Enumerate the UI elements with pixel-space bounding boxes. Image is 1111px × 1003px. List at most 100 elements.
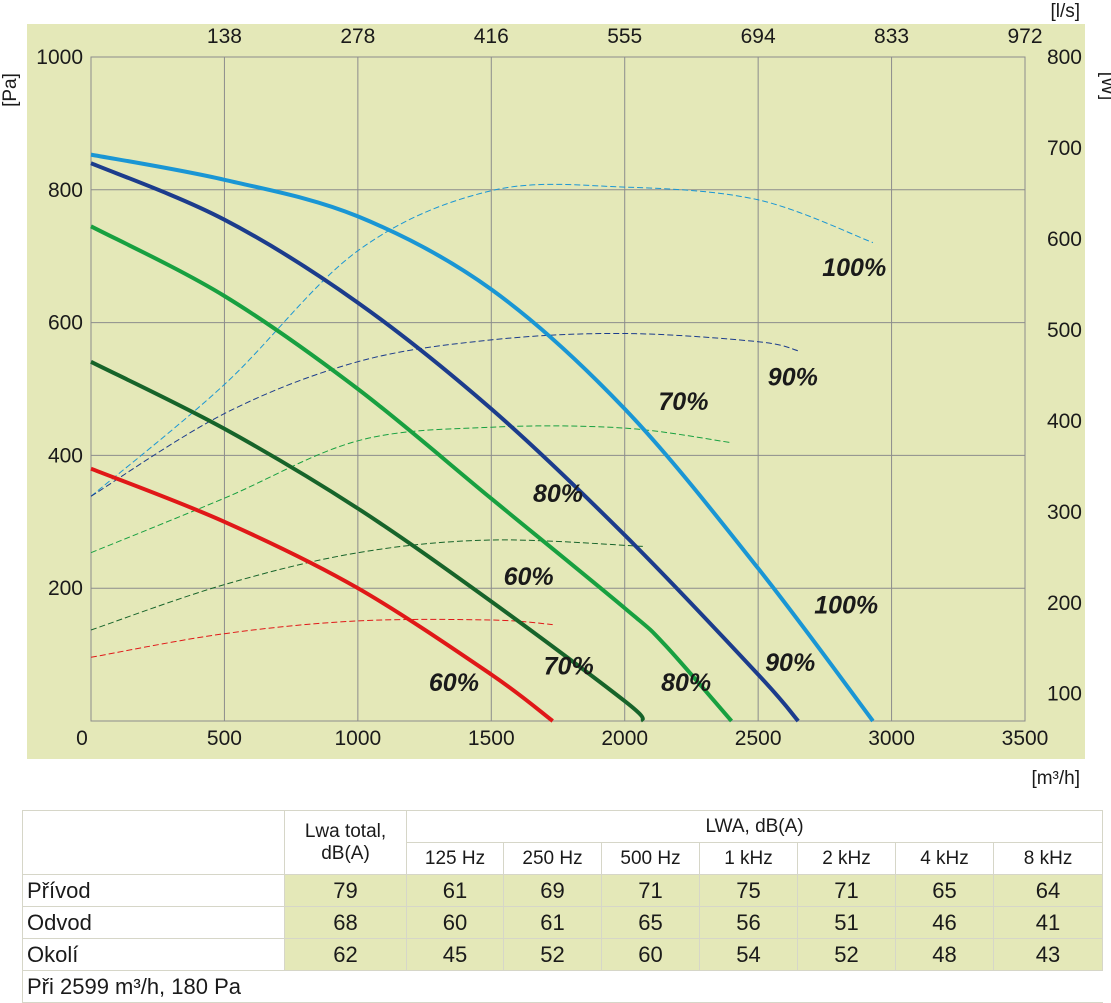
sound-table-container: Lwa total, dB(A) LWA, dB(A) 125 Hz 250 Hz… <box>21 810 1104 1003</box>
band-value-cell: 48 <box>895 938 994 971</box>
top-tick-label: 555 <box>607 25 642 48</box>
y-right-tick-label: 300 <box>1047 501 1082 524</box>
top-tick-label: 138 <box>207 25 242 48</box>
total-cell: 62 <box>284 938 407 971</box>
pressure-curve-90pct <box>90 161 800 723</box>
header-empty-cell <box>22 810 285 875</box>
header-row-bands: 125 Hz 250 Hz 500 Hz 1 kHz 2 kHz 4 kHz 8 kHz <box>23 842 1104 875</box>
band-header: 8 kHz <box>992 842 1104 875</box>
curve-label: 90% <box>765 649 815 677</box>
pressure-curve-80pct <box>90 224 734 723</box>
pressure-curve-100pct <box>90 152 875 723</box>
band-header: 125 Hz <box>406 842 504 875</box>
band-value-cell: 45 <box>406 938 504 971</box>
conditions-note: Při 2599 m³/h, 180 Pa <box>21 970 1103 1003</box>
y-left-tick-label: 800 <box>48 179 83 202</box>
band-value-cell: 61 <box>503 906 602 939</box>
y-right-tick-label: 200 <box>1047 592 1082 615</box>
pressure-curve-70pct <box>90 360 646 723</box>
x-tick-label: 2000 <box>601 727 648 750</box>
header-total-line2: dB(A) <box>321 842 370 864</box>
table-body: Přívod 79 61 69 71 75 71 65 64 Odvod 68 60 61 65 56 51 4… <box>22 874 1104 971</box>
y-left-tick-label: 1000 <box>36 46 83 69</box>
top-tick-label: 972 <box>1007 25 1042 48</box>
x-tick-label: 0 <box>76 727 88 750</box>
axis-ticks: 0 500 1000 1500 2000 2500 3000 3500 138 278 416 555… <box>36 25 1082 750</box>
curve-label: 100% <box>822 254 886 282</box>
y-right-tick-label: 600 <box>1047 228 1082 251</box>
top-tick-label: 278 <box>340 25 375 48</box>
power-curves <box>90 183 874 658</box>
curve-label: 60% <box>429 669 479 697</box>
band-value-cell: 56 <box>699 906 798 939</box>
x-tick-label: 2500 <box>735 727 782 750</box>
band-value-cell: 65 <box>601 906 700 939</box>
band-value-cell: 52 <box>503 938 602 971</box>
power-curve-70pct <box>90 539 644 631</box>
band-header: 1 kHz <box>699 842 798 875</box>
curve-label: 100% <box>814 591 878 619</box>
grid <box>90 56 1026 722</box>
total-cell: 68 <box>284 906 407 939</box>
band-value-cell: 54 <box>699 938 798 971</box>
curve-label: 80% <box>661 669 711 697</box>
band-value-cell: 69 <box>503 874 602 907</box>
power-curve-90pct <box>90 332 799 497</box>
y-left-tick-label: 200 <box>48 577 83 600</box>
y-left-tick-label: 600 <box>48 312 83 335</box>
total-cell: 79 <box>284 874 407 907</box>
band-value-cell: 75 <box>699 874 798 907</box>
pressure-curve-60pct <box>90 466 554 723</box>
band-value-cell: 52 <box>797 938 896 971</box>
x-tick-label: 1500 <box>468 727 515 750</box>
y-right-tick-label: 700 <box>1047 137 1082 160</box>
header-total-line1: Lwa total, <box>304 820 387 842</box>
header-bands-title: LWA, dB(A) <box>405 810 1104 843</box>
unit-left: [Pa] <box>0 73 21 107</box>
band-value-cell: 60 <box>406 906 504 939</box>
row-label: Odvod <box>22 906 285 939</box>
sound-power-table: Lwa total, dB(A) LWA, dB(A) 125 Hz 250 Hz… <box>21 810 1104 1003</box>
curve-label: 60% <box>504 563 554 591</box>
band-value-cell: 41 <box>992 906 1104 939</box>
power-curve-60pct <box>90 618 553 658</box>
x-tick-label: 500 <box>207 727 242 750</box>
note-row: Při 2599 m³/h, 180 Pa <box>21 970 1103 1003</box>
band-header: 250 Hz <box>503 842 602 875</box>
y-right-tick-label: 500 <box>1047 319 1082 342</box>
curve-label: 70% <box>544 653 594 681</box>
x-tick-label: 1000 <box>334 727 381 750</box>
curve-labels: 100% 90% 70% 80% 60% 100% 90% 80% 70% 60% <box>429 254 886 697</box>
band-value-cell: 65 <box>895 874 994 907</box>
band-value-cell: 60 <box>601 938 700 971</box>
band-value-cell: 71 <box>797 874 896 907</box>
chart-background <box>27 24 1085 759</box>
band-value-cell: 61 <box>406 874 504 907</box>
band-value-cell: 51 <box>797 906 896 939</box>
unit-bottom: [m³/h] <box>1031 768 1080 789</box>
curve-label: 80% <box>533 480 583 508</box>
table-row: Okolí 62 45 52 60 54 52 48 43 <box>22 938 1104 971</box>
curve-label: 70% <box>658 388 708 416</box>
row-label: Přívod <box>22 874 285 907</box>
band-value-cell: 46 <box>895 906 994 939</box>
y-right-tick-label: 400 <box>1047 410 1082 433</box>
band-value-cell: 64 <box>992 874 1104 907</box>
top-tick-label: 833 <box>874 25 909 48</box>
axis-units: [Pa] [W] [l/s] [m³/h] <box>0 1 1111 789</box>
y-right-tick-label: 800 <box>1047 46 1082 69</box>
table-row: Odvod 68 60 61 65 56 51 46 41 <box>22 906 1104 939</box>
fan-curve-chart: 0 500 1000 1500 2000 2500 3000 3500 138 278 416 555… <box>0 1 1111 789</box>
power-curve-80pct <box>90 425 732 554</box>
header-row-1: Lwa total, dB(A) LWA, dB(A) <box>22 810 1104 875</box>
band-header: 500 Hz <box>601 842 700 875</box>
unit-right: [W] <box>1097 72 1111 101</box>
header-total: Lwa total, dB(A) <box>284 810 407 875</box>
top-tick-label: 416 <box>474 25 509 48</box>
x-tick-label: 3500 <box>1002 727 1049 750</box>
curve-label: 90% <box>768 364 818 392</box>
band-value-cell: 71 <box>601 874 700 907</box>
top-tick-label: 694 <box>741 25 776 48</box>
y-right-tick-label: 100 <box>1047 683 1082 706</box>
table-row: Přívod 79 61 69 71 75 71 65 64 <box>22 874 1104 907</box>
